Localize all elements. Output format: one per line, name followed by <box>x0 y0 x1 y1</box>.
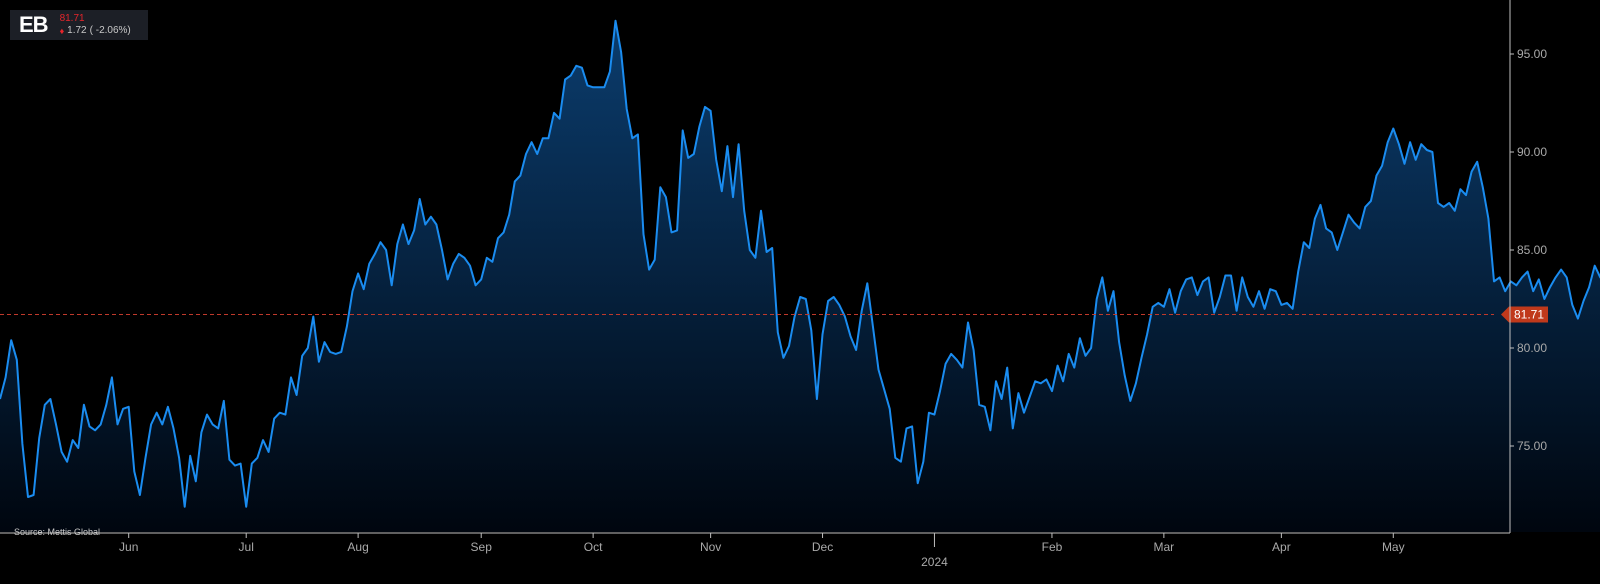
price-line <box>0 19 1600 508</box>
x-tick-label: Apr <box>1272 540 1291 554</box>
x-tick-label: Jun <box>119 540 138 554</box>
x-tick-label: Feb <box>1042 540 1063 554</box>
last-price-label: 81.71 <box>1514 307 1544 321</box>
y-tick-label: 90.00 <box>1517 145 1547 159</box>
ticker-change: 1.72 <box>67 25 87 36</box>
last-price-layer: 81.71 <box>0 306 1548 323</box>
ticker-price: 81.71 <box>59 13 85 24</box>
price-area <box>0 20 1600 532</box>
x-tick-label: Aug <box>347 540 368 554</box>
x-tick-label: May <box>1382 540 1405 554</box>
ticker-change-pct: ( -2.06%) <box>89 25 131 36</box>
down-arrow-icon: ♦ <box>59 26 65 36</box>
ticker-box: EB 81.71 ♦ 1.72 ( -2.06%) <box>10 10 148 40</box>
x-tick-label: Sep <box>471 540 493 554</box>
x-tick-label: Dec <box>812 540 833 554</box>
y-tick-label: 95.00 <box>1517 47 1547 61</box>
last-price-tag <box>1501 306 1548 323</box>
x-tick-label: Nov <box>700 540 721 554</box>
x-tick-label: Jul <box>239 540 254 554</box>
ticker-values: 81.71 ♦ 1.72 ( -2.06%) <box>60 13 131 37</box>
y-tick-label: 85.00 <box>1517 243 1547 257</box>
price-line-layer <box>0 19 1600 508</box>
price-area-fill <box>0 20 1600 532</box>
source-note: Source: Mettis Global <box>14 527 101 537</box>
ticker-change-row: ♦ 1.72 ( -2.06%) <box>60 25 131 37</box>
x-tick-label: Mar <box>1154 540 1175 554</box>
x-year-label: 2024 <box>921 555 948 569</box>
y-tick-label: 75.00 <box>1517 439 1547 453</box>
axes: 75.00 80.00 85.00 90.00 95.00 Jun Jul Aug Sep Oct… <box>0 0 1547 569</box>
x-tick-label: Oct <box>584 540 603 554</box>
y-tick-label: 80.00 <box>1517 341 1547 355</box>
ticker-symbol: EB <box>19 12 49 37</box>
